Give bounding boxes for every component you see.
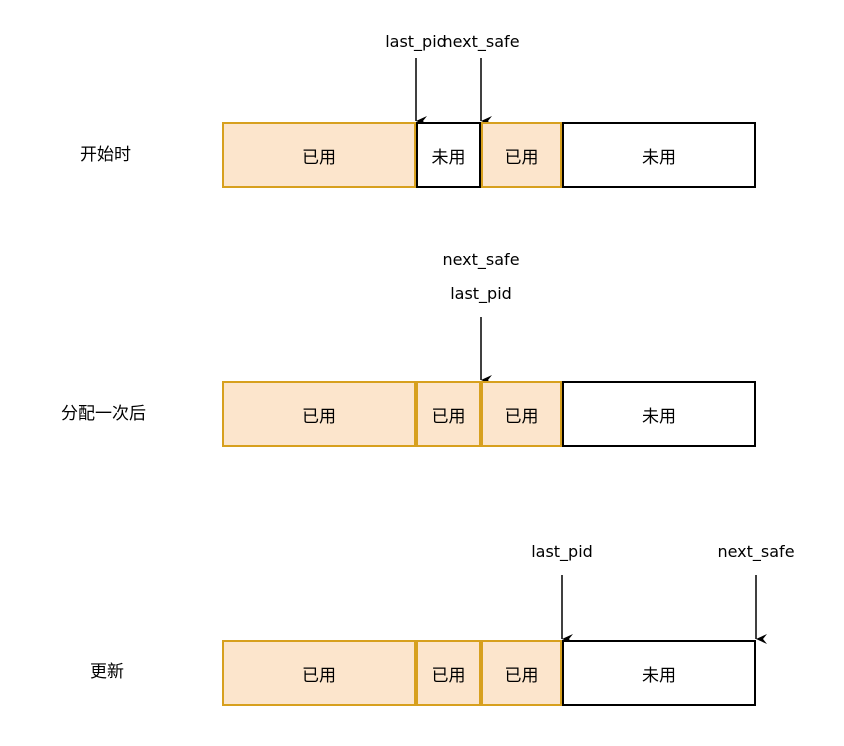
free-block: 未用 [416, 122, 481, 188]
used-block: 已用 [222, 122, 416, 188]
used-block: 已用 [481, 381, 562, 447]
row-label: 更新 [90, 662, 124, 682]
free-block: 未用 [562, 640, 756, 706]
used-block: 已用 [481, 640, 562, 706]
row-label: 分配一次后 [61, 404, 146, 424]
row-label: 开始时 [80, 145, 131, 165]
used-block: 已用 [416, 640, 481, 706]
free-block: 未用 [562, 381, 756, 447]
used-block: 已用 [222, 381, 416, 447]
used-block: 已用 [222, 640, 416, 706]
pointer-label-next-safe: next_safe [442, 250, 520, 269]
pointer-label-next-safe: next_safe [442, 32, 520, 51]
pointer-label-last-pid: last_pid [385, 32, 447, 51]
pointer-label-last-pid: last_pid [531, 542, 593, 561]
pointer-label-next-safe: next_safe [717, 542, 795, 561]
used-block: 已用 [481, 122, 562, 188]
free-block: 未用 [562, 122, 756, 188]
pointer-label-last-pid: last_pid [450, 284, 512, 303]
used-block: 已用 [416, 381, 481, 447]
